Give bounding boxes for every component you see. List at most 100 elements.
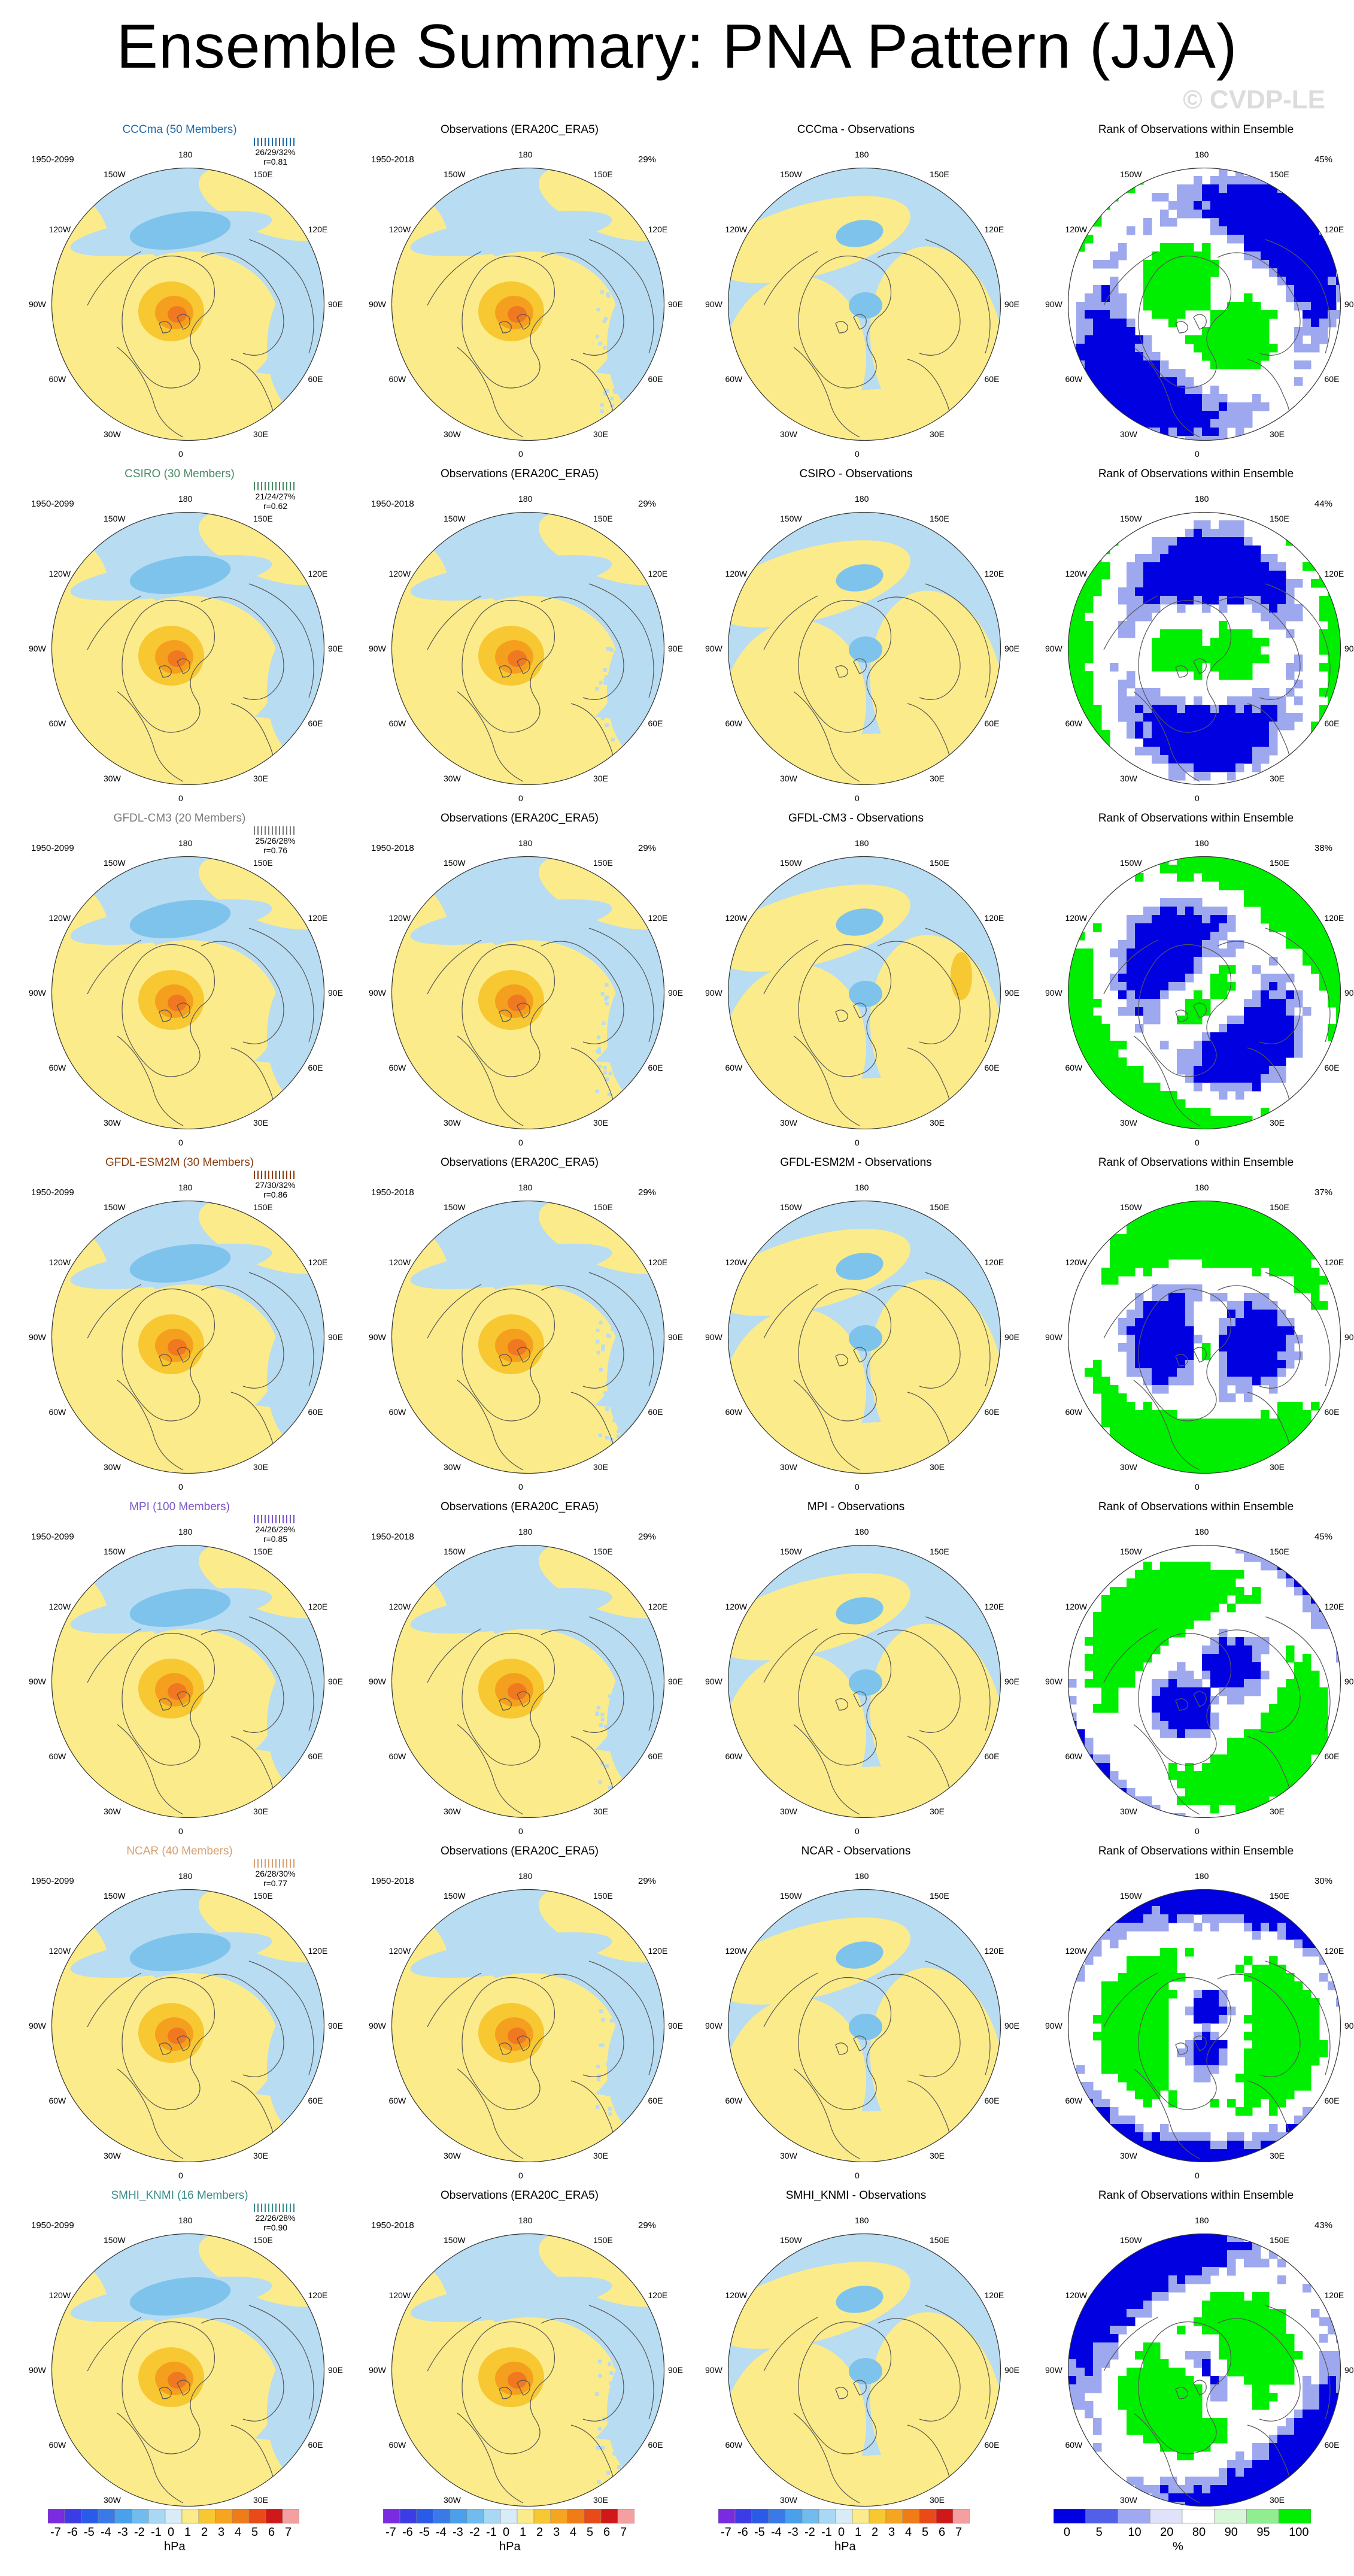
rank-cell xyxy=(1101,772,1110,781)
noise-speckle xyxy=(620,1704,624,1708)
noise-speckle xyxy=(600,716,605,720)
rank-cell xyxy=(1194,755,1203,764)
noise-speckle xyxy=(622,1004,626,1008)
noise-speckle xyxy=(615,640,619,644)
rank-cell xyxy=(1085,1654,1094,1663)
rank-cell xyxy=(1244,1738,1253,1747)
rank-cell xyxy=(1194,990,1203,999)
rank-cell xyxy=(1143,428,1152,437)
rank-cell xyxy=(1210,1242,1219,1251)
rank-cell xyxy=(1127,932,1136,941)
ensemble-spread-ticks xyxy=(251,826,299,835)
rank-cell xyxy=(1110,1612,1119,1621)
rank-cell xyxy=(1118,940,1127,949)
observations-panel: Observations (ERA20C_ERA5) 1950-2018 29% 18… xyxy=(352,464,687,803)
noise-speckle xyxy=(605,1436,609,1440)
positive-anomaly-center xyxy=(508,650,527,667)
longitude-label: 0 xyxy=(518,2171,523,2180)
noise-speckle xyxy=(657,1335,661,1339)
rank-cell xyxy=(1252,260,1261,269)
rank-cell xyxy=(1110,1939,1119,1948)
rank-cell xyxy=(1202,327,1211,336)
rank-cell xyxy=(1118,1587,1127,1596)
rank-cell xyxy=(1202,865,1211,874)
rank-cell xyxy=(1143,907,1152,916)
stats-percent: 26/29/32% xyxy=(255,147,296,157)
rank-cell xyxy=(1286,193,1295,202)
rank-cell xyxy=(1219,1469,1228,1474)
rank-cell xyxy=(1277,974,1286,983)
rank-cell xyxy=(1118,2015,1127,2024)
rank-cell xyxy=(1143,1654,1152,1663)
rank-cell xyxy=(1185,1620,1194,1629)
rank-cell xyxy=(1311,923,1320,932)
ensemble-spread-ticks xyxy=(251,138,299,146)
rank-cell xyxy=(1093,545,1102,554)
coastline xyxy=(499,321,512,334)
rank-cell xyxy=(1219,335,1228,344)
rank-cell xyxy=(1286,1906,1295,1915)
rank-cell xyxy=(1177,898,1186,907)
rank-cell xyxy=(1227,411,1236,420)
rank-cell xyxy=(1319,957,1328,966)
rank-cell xyxy=(1261,251,1270,260)
coastline xyxy=(1193,658,1207,674)
longitude-label: 120E xyxy=(984,1946,1004,1956)
rank-cell xyxy=(1294,1402,1303,1411)
rank-cell xyxy=(1227,1746,1236,1755)
rank-percent: 44% xyxy=(1314,499,1333,509)
rank-cell xyxy=(1210,226,1219,235)
rank-cell xyxy=(1269,260,1278,269)
rank-cell xyxy=(1168,965,1177,974)
rank-cell xyxy=(1127,562,1136,571)
rank-cell xyxy=(1177,915,1186,924)
globe-outline xyxy=(728,856,1001,1129)
longitude-label: 150W xyxy=(444,858,466,868)
rank-cell xyxy=(1336,520,1341,529)
rank-cell xyxy=(1152,2015,1161,2024)
rank-cell xyxy=(1118,713,1127,722)
longitude-label: 90E xyxy=(668,2021,683,2031)
rank-cell xyxy=(1110,302,1119,311)
rank-cell xyxy=(1328,1578,1337,1587)
rank-cell xyxy=(1202,537,1211,546)
rank-cell xyxy=(1093,512,1102,521)
rank-cell xyxy=(1168,587,1177,596)
rank-cell xyxy=(1160,1242,1169,1251)
noise-speckle xyxy=(605,1407,609,1411)
longitude-label: 60W xyxy=(48,1751,66,1761)
rank-cell xyxy=(1160,1687,1169,1696)
rank-cell xyxy=(1294,1351,1303,1360)
rank-cell xyxy=(1319,1898,1328,1907)
rank-cell xyxy=(1286,881,1295,890)
rank-cell xyxy=(1076,1032,1085,1041)
rank-cell xyxy=(1076,1083,1085,1092)
rank-cell xyxy=(1143,2015,1152,2024)
rank-cell xyxy=(1227,529,1236,538)
rank-cell xyxy=(1143,360,1152,369)
rank-cell xyxy=(1252,1981,1261,1990)
rank-cell xyxy=(1252,747,1261,756)
rank-cell xyxy=(1269,1385,1278,1394)
rank-cell xyxy=(1135,2023,1144,2032)
rank-cell xyxy=(1244,1662,1253,1671)
rank-cell xyxy=(1118,1234,1127,1243)
coastline xyxy=(877,1285,961,1389)
rank-cell xyxy=(1210,1796,1219,1805)
rank-cell xyxy=(1085,302,1094,311)
rank-cell xyxy=(1252,1780,1261,1789)
noise-speckle xyxy=(608,2107,612,2111)
rank-cell xyxy=(1152,537,1161,546)
coastline xyxy=(1133,691,1200,782)
rank-cell xyxy=(1143,1016,1152,1025)
rank-cell xyxy=(1194,1007,1203,1016)
noise-speckle xyxy=(620,1428,624,1432)
longitude-label: 90E xyxy=(1344,1677,1354,1686)
rank-cell xyxy=(1286,940,1295,949)
rank-cell xyxy=(1277,1335,1286,1344)
negative-anomaly-center xyxy=(836,564,884,592)
rank-cell xyxy=(1085,948,1094,957)
rank-cell xyxy=(1143,1444,1152,1453)
rank-cell xyxy=(1101,1108,1110,1117)
rank-cell xyxy=(1143,940,1152,949)
